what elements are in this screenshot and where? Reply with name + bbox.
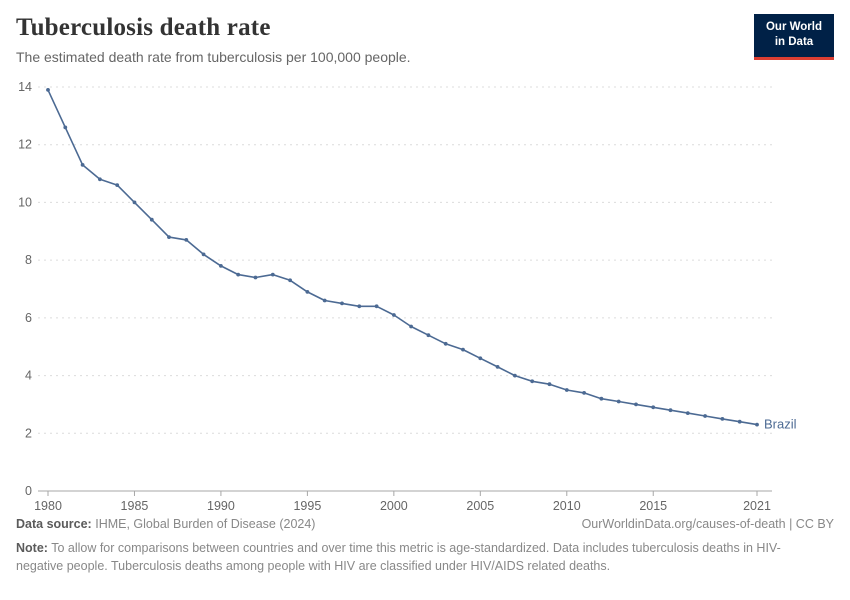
logo-line1: Our World	[765, 21, 822, 33]
note-text: To allow for comparisons between countri…	[16, 541, 781, 574]
svg-text:1990: 1990	[207, 499, 235, 511]
svg-text:14: 14	[18, 80, 32, 94]
svg-text:2021: 2021	[743, 499, 771, 511]
data-source-label: Data source:	[16, 517, 92, 531]
chart-subtitle: The estimated death rate from tuberculos…	[16, 49, 411, 65]
svg-text:1995: 1995	[293, 499, 321, 511]
svg-text:2010: 2010	[553, 499, 581, 511]
data-source: Data source: IHME, Global Burden of Dise…	[16, 517, 315, 531]
line-chart-canvas: 0 2 4 6 8 10 12 14 1980 1985 1990 1995 2000 2005 2010 2…	[18, 80, 797, 511]
svg-text:12: 12	[18, 138, 32, 152]
title-block: Tuberculosis death rate The estimated de…	[16, 14, 411, 65]
owid-logo[interactable]: Our World in Data	[754, 14, 834, 60]
svg-text:2: 2	[25, 426, 32, 440]
svg-text:2005: 2005	[466, 499, 494, 511]
svg-text:Brazil: Brazil	[764, 417, 797, 432]
chart-footer: Data source: IHME, Global Burden of Dise…	[0, 511, 850, 575]
logo-line2: in Data	[774, 36, 814, 49]
svg-text:6: 6	[25, 311, 32, 325]
svg-text:10: 10	[18, 195, 32, 209]
data-source-text: IHME, Global Burden of Disease (2024)	[95, 517, 316, 531]
page-title: Tuberculosis death rate	[16, 14, 271, 41]
note-label: Note:	[16, 541, 48, 555]
svg-text:2000: 2000	[380, 499, 408, 511]
svg-text:2015: 2015	[639, 499, 667, 511]
svg-text:4: 4	[25, 369, 32, 383]
svg-text:8: 8	[25, 253, 32, 267]
owid-attribution-link[interactable]: OurWorldinData.org/causes-of-death | CC …	[581, 517, 834, 531]
svg-text:1985: 1985	[121, 499, 149, 511]
chart-header: Tuberculosis death rate The estimated de…	[0, 0, 850, 65]
svg-text:1980: 1980	[34, 499, 62, 511]
svg-text:0: 0	[25, 484, 32, 498]
